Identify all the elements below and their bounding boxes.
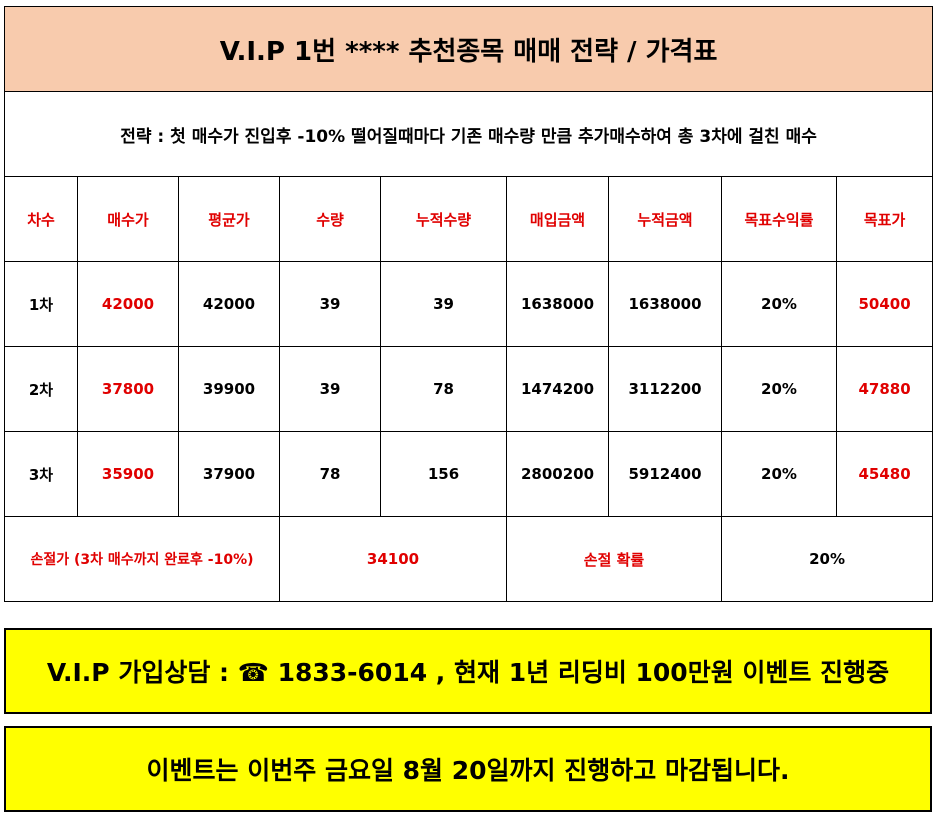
cell-target-return: 20% bbox=[721, 261, 837, 347]
cell-quantity: 39 bbox=[279, 261, 381, 347]
cell-round: 3차 bbox=[4, 431, 78, 517]
event-deadline-text: 이벤트는 이번주 금요일 8월 20일까지 진행하고 마감됩니다. bbox=[146, 756, 790, 785]
header-quantity: 수량 bbox=[279, 176, 381, 262]
header-target-price: 목표가 bbox=[835, 176, 934, 262]
header-cum-amount: 누적금액 bbox=[608, 176, 722, 262]
header-avg-price: 평균가 bbox=[178, 176, 280, 262]
header-target-return: 목표수익률 bbox=[721, 176, 837, 262]
cell-buy-price: 42000 bbox=[77, 261, 179, 347]
cell-cum-amount: 5912400 bbox=[608, 431, 722, 517]
cell-target-price: 45480 bbox=[835, 431, 934, 517]
cell-round: 1차 bbox=[4, 261, 78, 347]
cell-quantity: 39 bbox=[279, 346, 381, 432]
table-row: 1차 42000 42000 39 39 1638000 1638000 20%… bbox=[4, 261, 934, 347]
header-round: 차수 bbox=[4, 176, 78, 262]
cell-avg-price: 37900 bbox=[178, 431, 280, 517]
header-buy-amount: 매입금액 bbox=[506, 176, 609, 262]
cell-cum-amount: 1638000 bbox=[608, 261, 722, 347]
strategy-price-table: V.I.P 1번 **** 추천종목 매매 전략 / 가격표 전략 : 첫 매수… bbox=[3, 6, 934, 602]
event-deadline-banner: 이벤트는 이번주 금요일 8월 20일까지 진행하고 마감됩니다. bbox=[4, 726, 932, 812]
cell-cum-quantity: 156 bbox=[380, 431, 507, 517]
cell-target-price: 50400 bbox=[835, 261, 934, 347]
cell-buy-amount: 2800200 bbox=[506, 431, 609, 517]
cell-cum-amount: 3112200 bbox=[608, 346, 722, 432]
cell-round: 2차 bbox=[4, 346, 78, 432]
cell-quantity: 78 bbox=[279, 431, 381, 517]
header-cum-quantity: 누적수량 bbox=[380, 176, 507, 262]
cell-target-return: 20% bbox=[721, 346, 837, 432]
cell-buy-price: 37800 bbox=[77, 346, 179, 432]
stoploss-price: 34100 bbox=[279, 516, 507, 602]
cell-target-return: 20% bbox=[721, 431, 837, 517]
cell-cum-quantity: 78 bbox=[380, 346, 507, 432]
vip-consult-text: V.I.P 가입상담 : ☎ 1833-6014 , 현재 1년 리딩비 100… bbox=[46, 658, 890, 687]
header-buy-price: 매수가 bbox=[77, 176, 179, 262]
stoploss-row: 손절가 (3차 매수까지 완료후 -10%) 34100 손절 확률 20% bbox=[4, 516, 934, 602]
vip-consult-banner: V.I.P 가입상담 : ☎ 1833-6014 , 현재 1년 리딩비 100… bbox=[4, 628, 932, 714]
page-title: V.I.P 1번 **** 추천종목 매매 전략 / 가격표 bbox=[3, 6, 934, 92]
table-row: 2차 37800 39900 39 78 1474200 3112200 20%… bbox=[4, 346, 934, 432]
strategy-description: 전략 : 첫 매수가 진입후 -10% 떨어질때마다 기존 매수량 만큼 추가매… bbox=[3, 91, 934, 177]
cell-avg-price: 39900 bbox=[178, 346, 280, 432]
cell-cum-quantity: 39 bbox=[380, 261, 507, 347]
cell-buy-amount: 1638000 bbox=[506, 261, 609, 347]
stoploss-probability-value: 20% bbox=[720, 516, 934, 602]
table-row: 3차 35900 37900 78 156 2800200 5912400 20… bbox=[4, 431, 934, 517]
cell-avg-price: 42000 bbox=[178, 261, 280, 347]
stoploss-probability-label: 손절 확률 bbox=[506, 516, 722, 602]
cell-buy-amount: 1474200 bbox=[506, 346, 609, 432]
stoploss-label: 손절가 (3차 매수까지 완료후 -10%) bbox=[4, 516, 280, 602]
cell-target-price: 47880 bbox=[835, 346, 934, 432]
cell-buy-price: 35900 bbox=[77, 431, 179, 517]
